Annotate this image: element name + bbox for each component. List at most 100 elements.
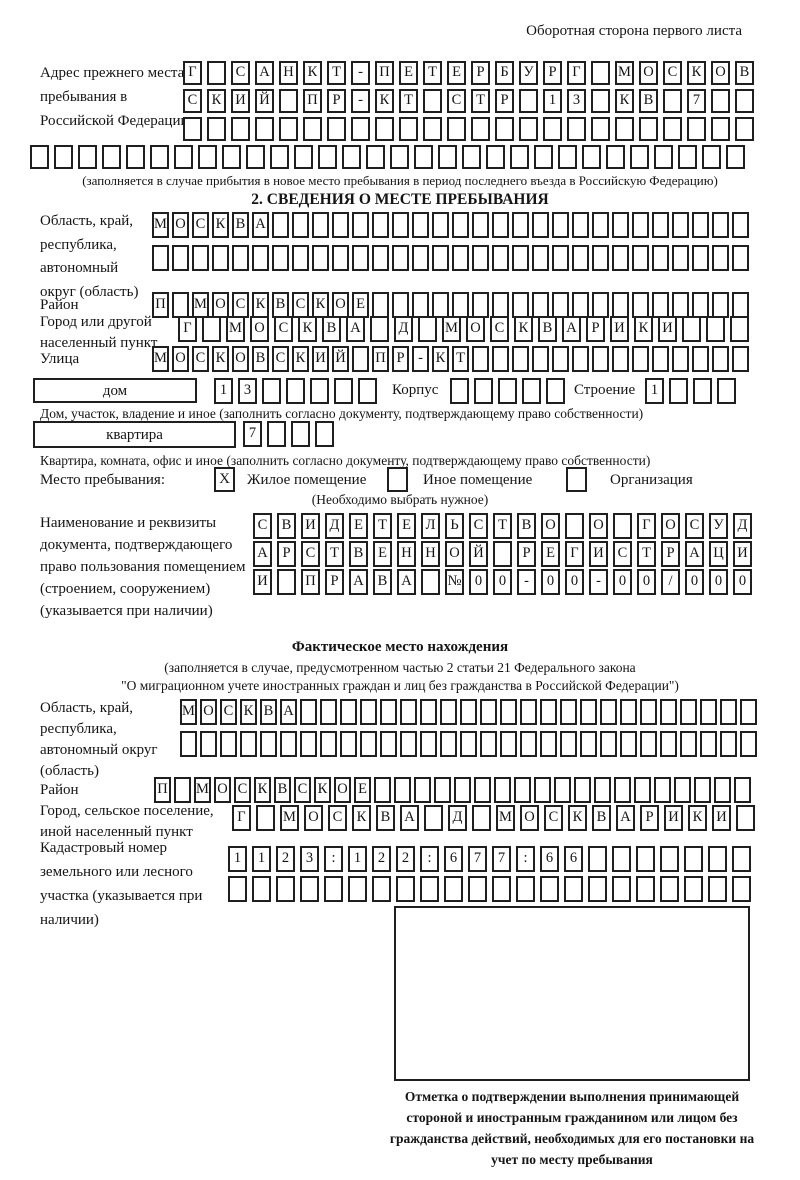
char-cell[interactable] <box>512 245 529 271</box>
char-cell[interactable] <box>340 731 357 757</box>
char-cell[interactable] <box>560 699 577 725</box>
char-cell[interactable] <box>252 876 271 902</box>
char-cell[interactable] <box>654 777 671 803</box>
char-cell[interactable] <box>732 876 751 902</box>
char-cell[interactable]: С <box>231 61 250 85</box>
char-cell[interactable] <box>663 89 682 113</box>
char-cell[interactable]: М <box>180 699 197 725</box>
char-cell[interactable]: 3 <box>567 89 586 113</box>
char-cell[interactable]: У <box>709 513 728 539</box>
char-cell[interactable]: О <box>214 777 231 803</box>
char-cell[interactable] <box>480 699 497 725</box>
char-cell[interactable] <box>632 245 649 271</box>
char-cell[interactable]: Г <box>567 61 586 85</box>
char-cell[interactable] <box>740 731 757 757</box>
char-cell[interactable]: Р <box>661 541 680 567</box>
char-cell[interactable] <box>652 212 669 238</box>
char-cell[interactable]: М <box>442 316 461 342</box>
char-cell[interactable]: Й <box>469 541 488 567</box>
char-cell[interactable] <box>412 212 429 238</box>
char-cell[interactable]: Т <box>325 541 344 567</box>
char-cell[interactable]: С <box>544 805 563 831</box>
char-cell[interactable] <box>424 805 443 831</box>
char-cell[interactable]: : <box>420 846 439 872</box>
char-cell[interactable]: В <box>639 89 658 113</box>
char-cell[interactable]: П <box>375 61 394 85</box>
char-cell[interactable]: В <box>592 805 611 831</box>
char-cell[interactable] <box>312 212 329 238</box>
char-cell[interactable] <box>588 876 607 902</box>
char-cell[interactable]: Й <box>332 346 349 372</box>
char-cell[interactable] <box>255 117 274 141</box>
char-cell[interactable] <box>613 513 632 539</box>
char-cell[interactable]: Е <box>354 777 371 803</box>
char-cell[interactable]: 1 <box>252 846 271 872</box>
char-cell[interactable]: 7 <box>243 421 262 447</box>
char-cell[interactable] <box>200 731 217 757</box>
char-cell[interactable]: В <box>373 569 392 595</box>
char-cell[interactable]: Р <box>517 541 536 567</box>
char-cell[interactable]: В <box>232 212 249 238</box>
char-cell[interactable]: Ц <box>709 541 728 567</box>
char-cell[interactable]: Г <box>637 513 656 539</box>
char-cell[interactable]: 3 <box>238 378 257 404</box>
char-cell[interactable] <box>712 245 729 271</box>
char-cell[interactable]: М <box>615 61 634 85</box>
char-cell[interactable] <box>614 777 631 803</box>
char-cell[interactable]: 0 <box>565 569 584 595</box>
char-cell[interactable] <box>420 731 437 757</box>
char-cell[interactable] <box>540 731 557 757</box>
char-cell[interactable] <box>452 212 469 238</box>
char-cell[interactable] <box>390 145 409 169</box>
char-cell[interactable]: Г <box>178 316 197 342</box>
char-cell[interactable] <box>640 699 657 725</box>
char-cell[interactable]: Р <box>586 316 605 342</box>
char-cell[interactable]: В <box>322 316 341 342</box>
char-cell[interactable] <box>572 292 589 318</box>
char-cell[interactable]: И <box>664 805 683 831</box>
char-cell[interactable] <box>492 245 509 271</box>
char-cell[interactable] <box>652 245 669 271</box>
char-cell[interactable] <box>552 292 569 318</box>
char-cell[interactable]: В <box>274 777 291 803</box>
char-cell[interactable] <box>432 212 449 238</box>
char-cell[interactable] <box>660 731 677 757</box>
char-cell[interactable]: В <box>272 292 289 318</box>
char-cell[interactable] <box>532 292 549 318</box>
char-cell[interactable] <box>682 316 701 342</box>
char-cell[interactable]: Е <box>352 292 369 318</box>
char-cell[interactable] <box>340 699 357 725</box>
char-cell[interactable] <box>543 117 562 141</box>
char-cell[interactable] <box>740 699 757 725</box>
char-cell[interactable] <box>332 245 349 271</box>
char-cell[interactable] <box>572 212 589 238</box>
char-cell[interactable]: М <box>194 777 211 803</box>
char-cell[interactable]: 0 <box>469 569 488 595</box>
char-cell[interactable] <box>612 876 631 902</box>
char-cell[interactable]: С <box>292 292 309 318</box>
char-cell[interactable]: Т <box>493 513 512 539</box>
char-cell[interactable]: Е <box>373 541 392 567</box>
char-cell[interactable] <box>712 292 729 318</box>
char-cell[interactable]: : <box>324 846 343 872</box>
char-cell[interactable] <box>680 731 697 757</box>
char-cell[interactable] <box>706 316 725 342</box>
char-cell[interactable]: 0 <box>637 569 656 595</box>
char-cell[interactable] <box>492 346 509 372</box>
char-cell[interactable] <box>472 346 489 372</box>
char-cell[interactable] <box>532 346 549 372</box>
char-cell[interactable] <box>418 316 437 342</box>
char-cell[interactable] <box>592 346 609 372</box>
char-cell[interactable] <box>712 346 729 372</box>
char-cell[interactable] <box>450 378 469 404</box>
char-cell[interactable] <box>252 245 269 271</box>
char-cell[interactable]: - <box>412 346 429 372</box>
char-cell[interactable]: И <box>610 316 629 342</box>
char-cell[interactable] <box>700 699 717 725</box>
char-cell[interactable] <box>514 777 531 803</box>
char-cell[interactable]: О <box>334 777 351 803</box>
char-cell[interactable]: О <box>332 292 349 318</box>
